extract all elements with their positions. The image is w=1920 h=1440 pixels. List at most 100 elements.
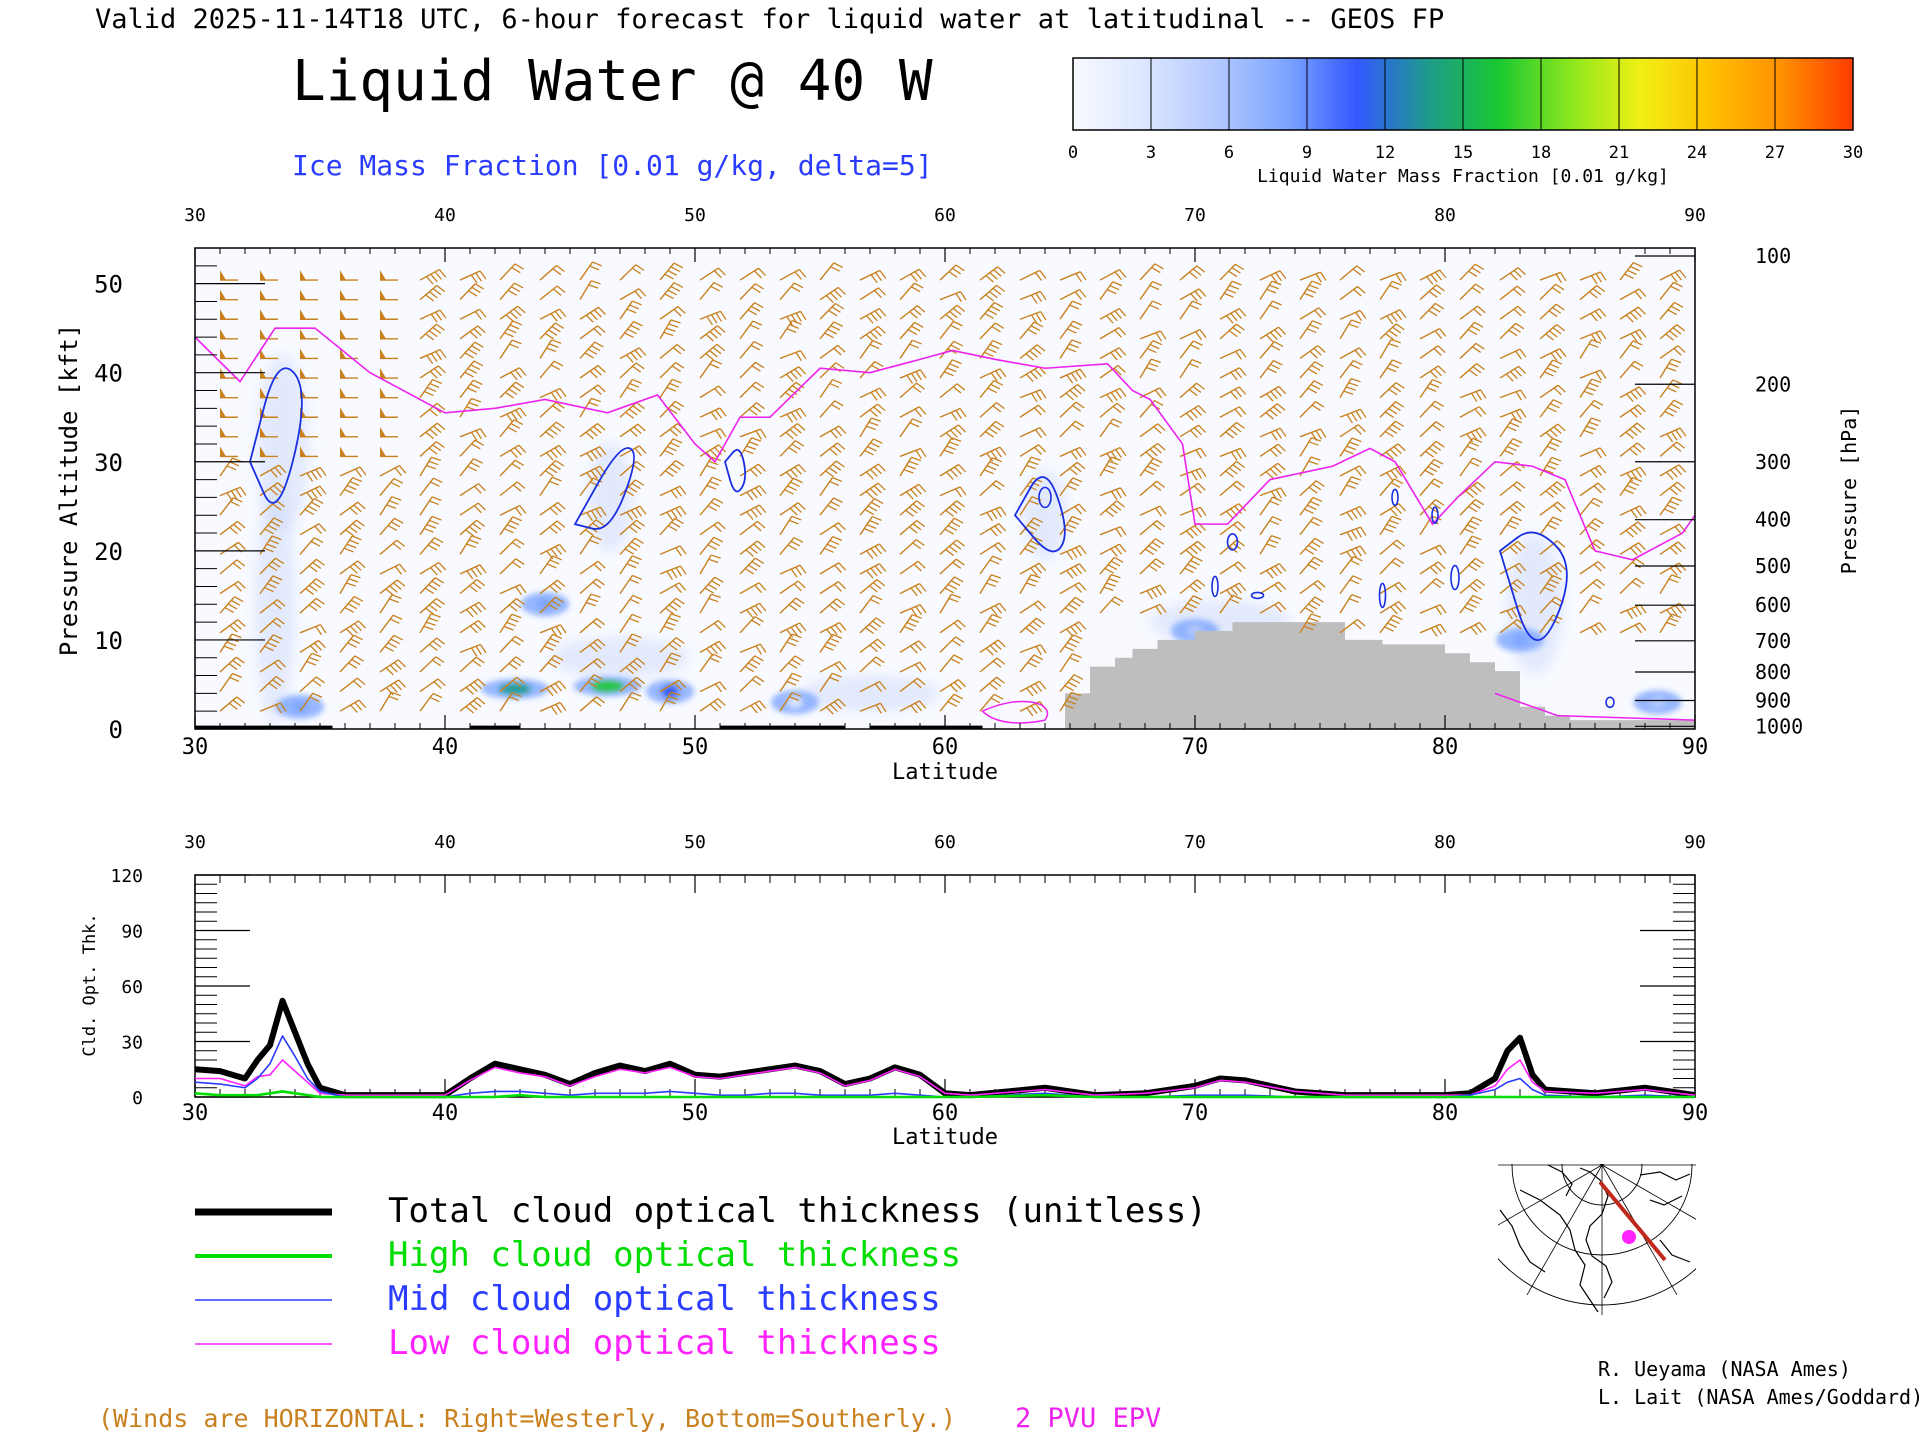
wind-barb-staff — [539, 264, 557, 281]
wind-barb-feather — [391, 691, 401, 697]
wind-barb-staff — [299, 466, 321, 477]
wind-barb-feather — [1629, 344, 1640, 350]
wind-barb-staff — [1659, 574, 1673, 594]
wind-barb-feather — [789, 428, 798, 437]
wind-barb-feather — [1193, 485, 1202, 494]
wind-barb-feather — [717, 620, 726, 629]
wind-barb-feather — [236, 559, 246, 567]
wind-barb-feather — [909, 617, 920, 623]
wind-barb-feather — [1552, 516, 1563, 522]
wind-barb-feather — [828, 309, 838, 317]
wind-barb-staff — [979, 614, 993, 634]
wind-barb-feather — [1079, 545, 1087, 555]
wind-barb-feather — [1075, 547, 1083, 557]
wind-barb-feather — [1109, 422, 1120, 428]
wind-barb-feather — [1669, 330, 1678, 338]
wind-barb-feather — [665, 327, 676, 332]
wind-barb-feather — [675, 547, 683, 557]
ice-label: Ice Mass Fraction [0.01 g/kg, delta=5] — [292, 149, 933, 182]
wind-barb-feather — [1635, 577, 1645, 585]
wind-barb-feather — [348, 578, 359, 583]
wind-barb-feather — [319, 624, 327, 634]
wind-barb-staff — [739, 320, 754, 340]
wind-barb-feather — [1308, 617, 1319, 622]
wind-barb-feather — [949, 310, 958, 319]
wind-barb-feather — [995, 480, 1005, 488]
wind-barb-feather — [709, 657, 720, 663]
wind-barb-feather — [474, 341, 484, 348]
wind-barb-feather — [910, 488, 918, 498]
wind-barb-feather — [1232, 594, 1243, 600]
wind-barb-feather — [1437, 365, 1446, 374]
wind-barb-staff — [1139, 480, 1158, 497]
wind-barb-staff — [779, 268, 800, 281]
wind-barb-feather — [1595, 371, 1602, 381]
wind-barb-feather — [791, 658, 801, 666]
wind-barb-staff — [379, 659, 399, 673]
wind-barb-feather — [869, 585, 878, 593]
wind-barb-staff — [339, 699, 360, 712]
wind-barb-feather — [1108, 578, 1119, 583]
wind-barb-feather — [744, 665, 754, 673]
wind-barb-feather — [393, 582, 402, 590]
wind-barb-feather — [585, 529, 595, 537]
wind-barb-feather — [1432, 444, 1442, 451]
wind-barb-staff — [1139, 281, 1154, 301]
wind-barb-feather — [1586, 386, 1597, 392]
wind-barb-feather — [1400, 271, 1407, 282]
wind-barb-feather — [865, 627, 875, 635]
wind-barb-staff — [1379, 271, 1401, 281]
wind-barb-feather — [631, 267, 641, 275]
wind-barb-feather — [868, 421, 879, 427]
wind-barb-feather — [1075, 420, 1085, 428]
wind-barb-feather — [548, 329, 558, 336]
wind-barb-staff — [1019, 562, 1040, 575]
wind-barb-feather — [1278, 581, 1287, 590]
top-y-tick-label-left: 0 — [109, 716, 123, 744]
wind-barb-feather — [1071, 339, 1082, 345]
wind-barb-staff — [619, 575, 634, 595]
wind-barb-staff — [779, 440, 796, 457]
wind-barb-feather — [953, 681, 962, 690]
wind-barb-feather — [709, 350, 718, 358]
wind-barb-feather — [1078, 621, 1087, 630]
wind-barb-feather — [952, 307, 962, 316]
wind-barb-staff — [459, 283, 476, 301]
wind-barb-feather — [748, 441, 759, 446]
wind-barb-feather — [1024, 547, 1034, 554]
wind-barb-feather — [429, 370, 438, 379]
wind-barb-feather — [1114, 546, 1123, 555]
wind-barb-staff — [939, 359, 953, 379]
wind-barb-staff — [819, 321, 835, 340]
bottom-x-tick-label-lower: 90 — [1682, 1101, 1709, 1126]
wind-barb-staff — [1179, 595, 1194, 614]
wind-barb-staff — [1019, 517, 1035, 536]
wind-barb-feather — [349, 625, 358, 634]
wind-barb-feather — [509, 311, 518, 320]
wind-barb-flag — [380, 328, 386, 339]
wind-barb-feather — [1343, 449, 1354, 455]
wind-barb-feather — [1030, 658, 1041, 664]
wind-barb-staff — [539, 460, 557, 477]
wind-barb-feather — [559, 388, 567, 397]
colorbar-tick-label: 15 — [1453, 143, 1473, 163]
wind-barb-feather — [743, 449, 754, 455]
wind-barb-feather — [1200, 467, 1207, 478]
wind-barb-feather — [833, 497, 843, 503]
wind-barb-feather — [1193, 340, 1203, 346]
wind-barb-flag — [300, 289, 306, 300]
wind-barb-feather — [1351, 593, 1362, 599]
wind-barb-feather — [1593, 399, 1604, 406]
wind-barb-feather — [1547, 406, 1557, 413]
wind-barb-feather — [706, 316, 713, 326]
wind-barb-feather — [993, 379, 1004, 386]
wind-barb-feather — [1392, 359, 1402, 365]
wind-barb-feather — [1350, 559, 1360, 566]
wind-barb-flag — [220, 270, 226, 281]
wind-barb-staff — [819, 303, 836, 320]
wind-barb-staff — [1619, 360, 1635, 379]
wind-barb-staff — [1499, 481, 1518, 497]
wind-barb-staff — [219, 633, 233, 653]
wind-barb-staff — [1299, 480, 1317, 497]
wind-barb-staff — [1379, 323, 1397, 340]
